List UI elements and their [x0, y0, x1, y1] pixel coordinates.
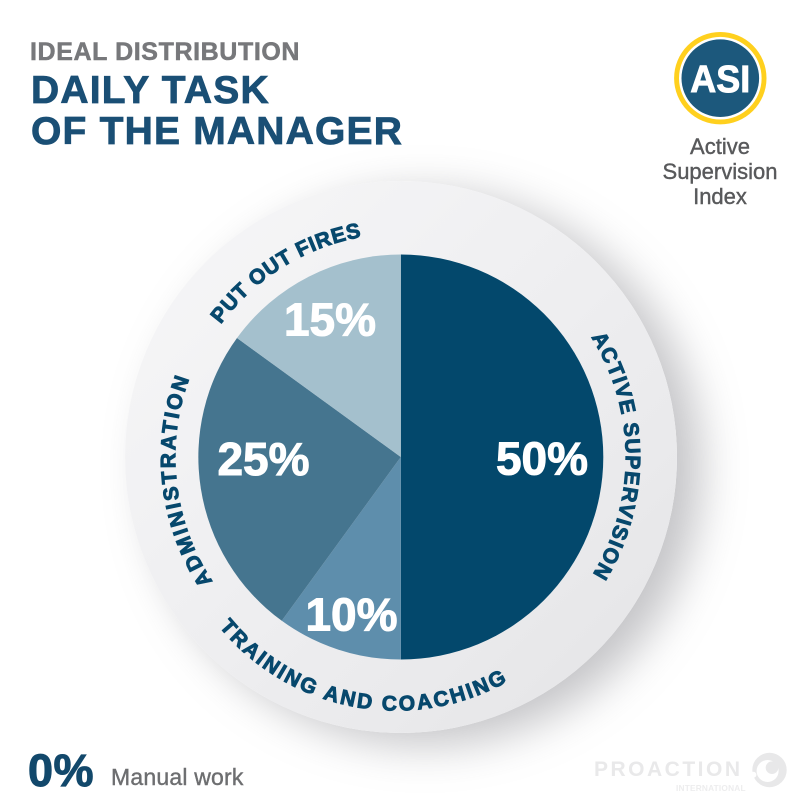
- svg-text:15%: 15%: [284, 294, 376, 346]
- svg-text:25%: 25%: [217, 433, 309, 485]
- svg-text:ASI: ASI: [690, 59, 750, 101]
- svg-text:10%: 10%: [305, 589, 397, 641]
- svg-text:50%: 50%: [496, 433, 588, 485]
